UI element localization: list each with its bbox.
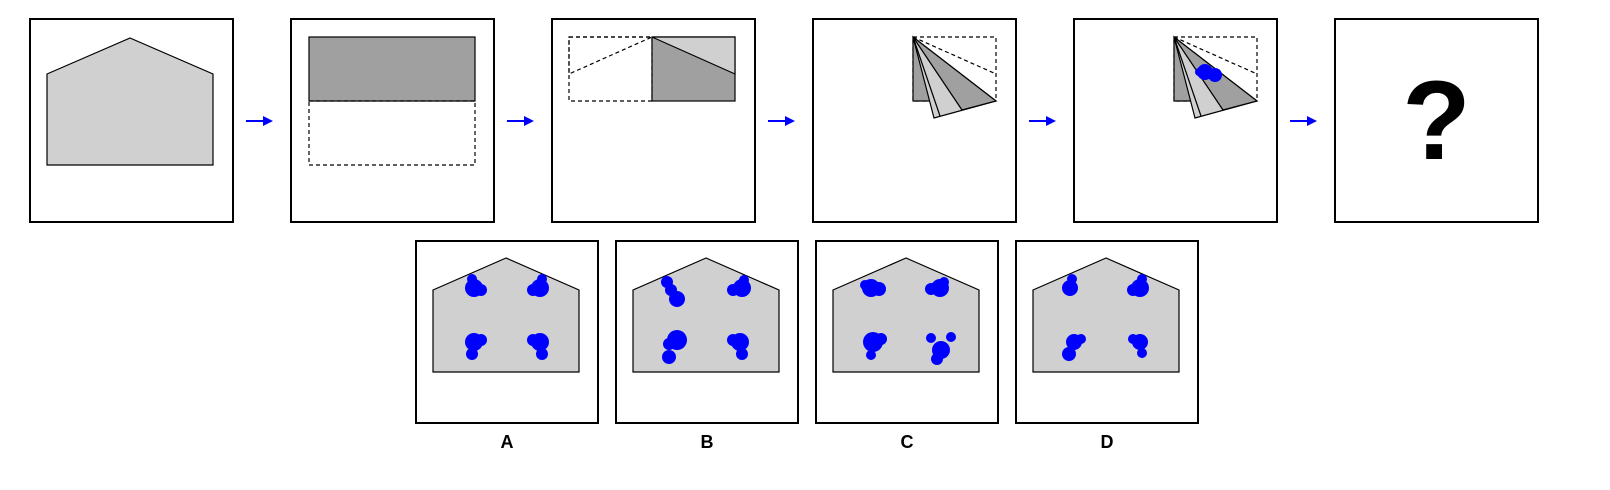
- hole-group: [1062, 274, 1149, 361]
- option-a-paper: [432, 257, 580, 373]
- option-c-paper: [832, 257, 980, 373]
- folded-half: [308, 36, 476, 102]
- step-1-paper: [46, 37, 214, 166]
- arrow-2-icon: [507, 116, 534, 126]
- question-panel: ?: [1334, 18, 1539, 223]
- hole-group: [661, 275, 751, 364]
- arrow-3-icon: [768, 116, 795, 126]
- hole-group: [465, 274, 549, 360]
- step-4-panel: [812, 18, 1017, 223]
- arrow-1-icon: [246, 116, 273, 126]
- fold-layer-front: [912, 36, 998, 111]
- step-4-paper: [911, 35, 998, 119]
- option-b-label: B: [700, 432, 714, 452]
- step-5-panel: [1073, 18, 1278, 223]
- fold-outline-dashed-rect: [568, 36, 653, 102]
- step-2-panel: [290, 18, 495, 223]
- option-c-panel[interactable]: [815, 240, 999, 424]
- fold-outline-dashed: [568, 36, 653, 75]
- step-3-paper: [568, 36, 736, 102]
- hole-group: [860, 277, 956, 365]
- folded-triangle: [651, 36, 736, 75]
- step-3-panel: [551, 18, 756, 223]
- option-c-label: C: [900, 432, 914, 452]
- option-d-label: D: [1100, 432, 1114, 452]
- option-b-paper: [632, 257, 780, 373]
- option-a-panel[interactable]: [415, 240, 599, 424]
- fold-outline-dashed: [308, 100, 476, 166]
- step-2-paper: [308, 36, 476, 166]
- question-mark: ?: [1402, 57, 1471, 183]
- punched-hole: [1195, 64, 1222, 82]
- option-d-panel[interactable]: [1015, 240, 1199, 424]
- option-b-panel[interactable]: [615, 240, 799, 424]
- option-d-paper: [1032, 257, 1180, 373]
- option-a-label: A: [500, 432, 514, 452]
- pentagon-paper: [46, 37, 214, 166]
- step-5-paper: [1172, 35, 1259, 119]
- arrow-5-icon: [1290, 116, 1317, 126]
- step-1-panel: [29, 18, 234, 223]
- arrow-4-icon: [1029, 116, 1056, 126]
